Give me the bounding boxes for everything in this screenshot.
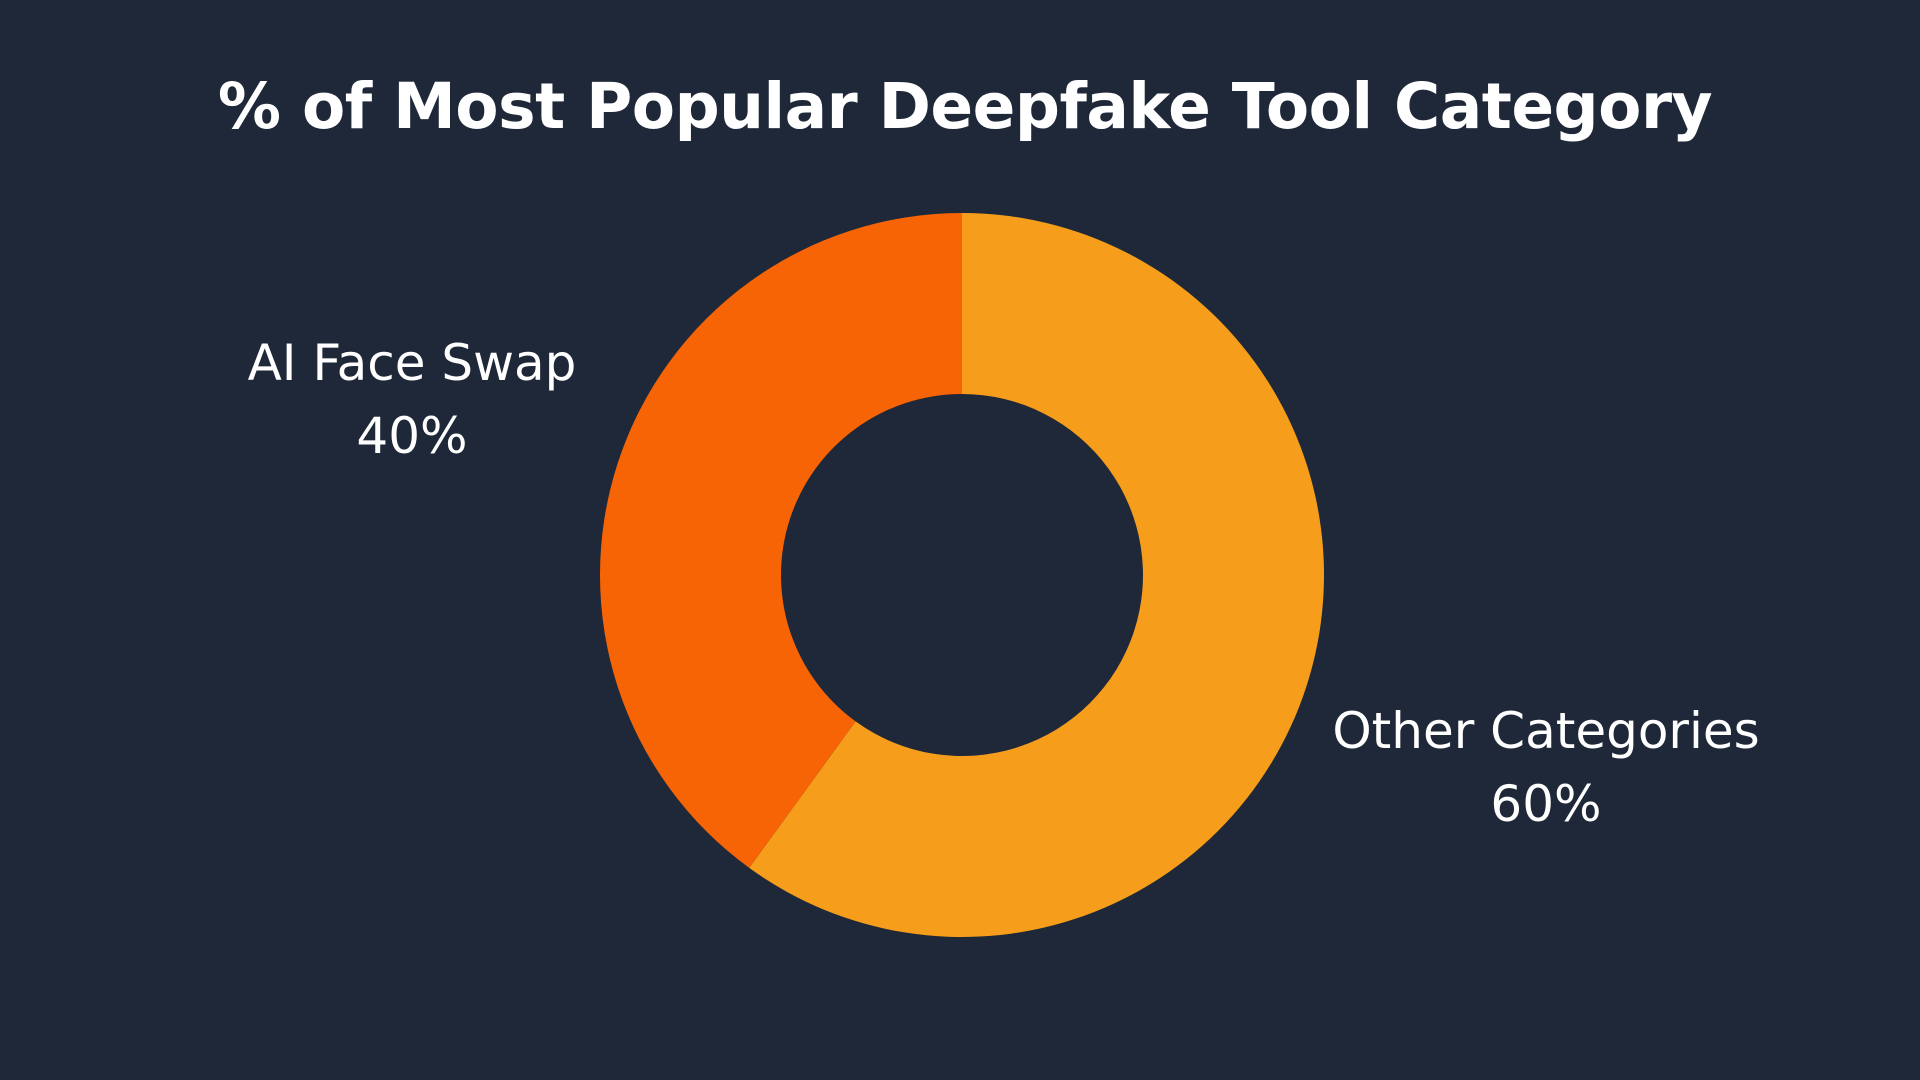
slice-value-label: 60% [1490, 775, 1601, 833]
donut-slices [599, 213, 1324, 937]
slice-labels: AI Face Swap 40% Other Categories 60% [248, 334, 1760, 833]
slice-label: AI Face Swap [248, 334, 577, 392]
slice-label: Other Categories [1332, 702, 1759, 760]
slice-other-categories [749, 213, 1324, 937]
slice-value-label: 40% [356, 407, 467, 465]
chart-title: % of Most Popular Deepfake Tool Category [217, 70, 1713, 143]
slice-ai-face-swap [599, 213, 962, 868]
